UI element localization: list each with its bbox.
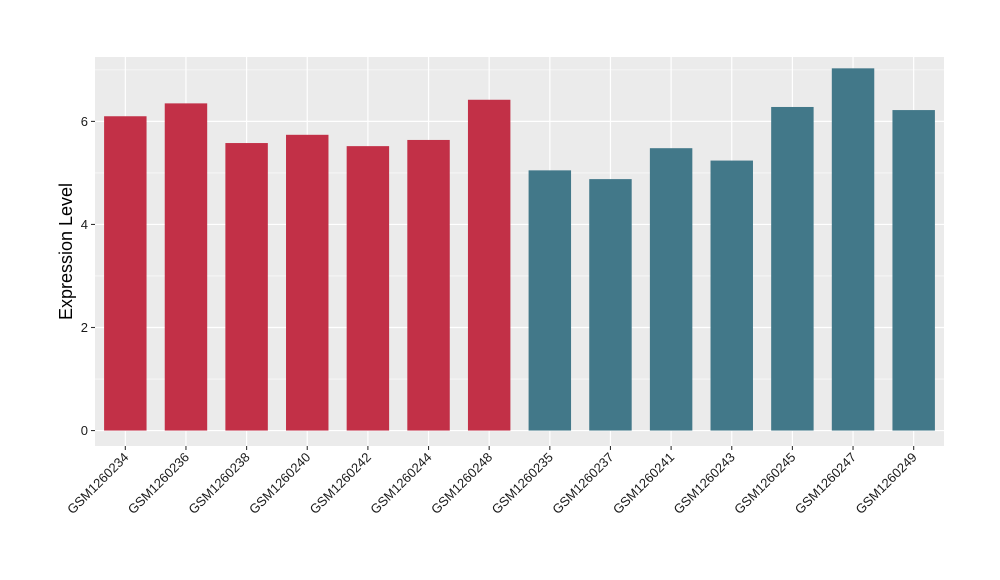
bar-GSM1260234 [104,116,147,431]
x-tick-label: GSM1260249 [852,450,919,517]
bar-GSM1260240 [286,134,329,431]
bar-GSM1260236 [164,103,208,431]
x-axis: GSM1260234GSM1260236GSM1260238GSM1260240… [64,446,920,517]
bar-GSM1260235 [528,170,572,431]
bar-GSM1260247 [831,68,875,431]
x-tick-label: GSM1260242 [307,450,374,517]
bar-GSM1260238 [225,143,268,431]
x-tick-label: GSM1260244 [367,450,434,517]
y-axis-title: Expression Level [56,183,76,320]
bar-GSM1260244 [407,139,450,431]
x-tick-label: GSM1260247 [792,450,859,517]
x-tick-label: GSM1260240 [246,450,313,517]
bars [104,68,935,431]
bar-GSM1260242 [346,146,390,431]
y-tick-label: 2 [81,320,88,335]
bar-GSM1260248 [467,99,511,431]
bar-GSM1260237 [589,179,632,431]
y-tick-label: 6 [81,114,88,129]
x-tick-label: GSM1260235 [489,450,556,517]
x-tick-label: GSM1260241 [610,450,677,517]
plot-panel [95,57,944,446]
bar-GSM1260245 [771,106,814,431]
y-axis: 0 2 4 6 [81,114,95,438]
x-tick-label: GSM1260238 [185,450,252,517]
x-tick-label: GSM1260248 [428,450,495,517]
x-tick-label: GSM1260237 [549,450,616,517]
bar-GSM1260241 [649,148,693,431]
bar-GSM1260249 [892,110,935,431]
bar-GSM1260243 [710,160,753,431]
y-tick-label: 0 [81,423,88,438]
x-tick-label: GSM1260245 [731,450,798,517]
x-tick-label: GSM1260236 [125,450,192,517]
x-tick-label: GSM1260243 [671,450,738,517]
y-tick-label: 4 [81,217,88,232]
x-tick-label: GSM1260234 [64,450,131,517]
